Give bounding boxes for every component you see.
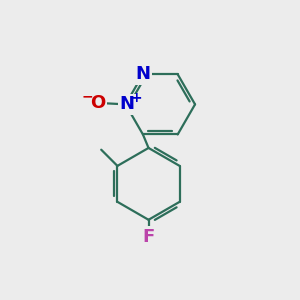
Text: N: N — [135, 65, 150, 83]
Text: F: F — [142, 228, 155, 246]
Text: N: N — [119, 95, 134, 113]
Text: −: − — [82, 89, 93, 103]
Text: +: + — [131, 91, 142, 105]
Text: O: O — [90, 94, 105, 112]
